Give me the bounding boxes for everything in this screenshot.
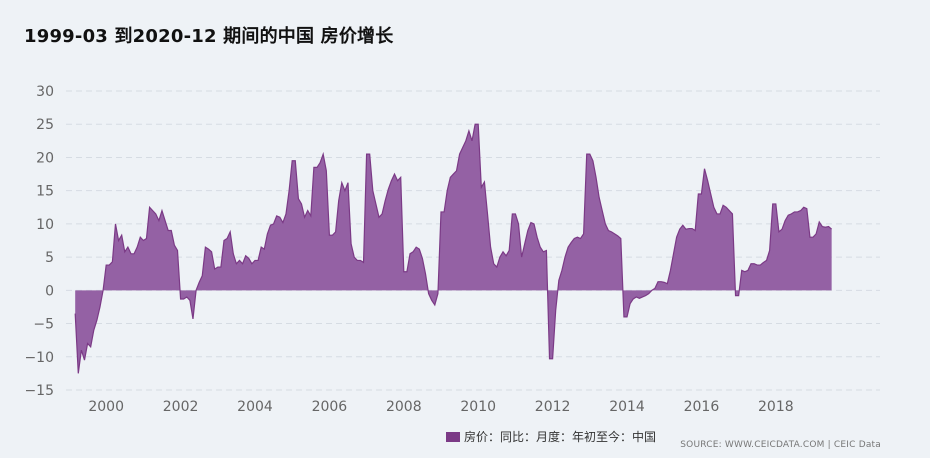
x-axis-ticks: 2000 2002 2004 2006 2008 2010 2012 2014 2016 2018 bbox=[88, 399, 793, 415]
y-tick-label: −15 bbox=[24, 383, 54, 399]
y-tick-label: 15 bbox=[36, 184, 54, 200]
chart-title: 1999-03 到2020-12 期间的中国 房价增长 bbox=[24, 26, 394, 47]
chart-legend: 房价：同比：月度：年初至今：中国 bbox=[446, 428, 656, 445]
x-tick-label: 2002 bbox=[163, 399, 199, 415]
y-axis-ticks: 30 25 20 15 10 5 0 −5 −10 −15 bbox=[24, 84, 54, 399]
y-tick-label: 0 bbox=[45, 283, 54, 299]
series-area bbox=[74, 123, 833, 374]
y-tick-label: 20 bbox=[36, 150, 54, 166]
source-note: SOURCE: WWW.CEICDATA.COM | CEIC Data bbox=[680, 440, 881, 450]
grid-lines bbox=[66, 90, 880, 391]
y-tick-label: 10 bbox=[36, 217, 54, 233]
legend-label: 房价：同比：月度：年初至今：中国 bbox=[464, 430, 657, 444]
y-tick-label: 5 bbox=[45, 250, 54, 266]
x-tick-label: 2000 bbox=[88, 399, 124, 415]
legend-swatch bbox=[446, 431, 460, 442]
x-tick-label: 2016 bbox=[684, 399, 720, 415]
series-area-fill bbox=[75, 124, 832, 374]
y-tick-label: −5 bbox=[33, 317, 54, 333]
series-line bbox=[74, 123, 833, 374]
x-tick-label: 2018 bbox=[758, 399, 794, 415]
y-tick-label: 30 bbox=[36, 84, 54, 100]
x-tick-label: 2004 bbox=[237, 399, 273, 415]
y-tick-label: −10 bbox=[24, 350, 54, 366]
x-tick-label: 2006 bbox=[312, 399, 348, 415]
x-tick-label: 2008 bbox=[386, 399, 422, 415]
y-tick-label: 25 bbox=[36, 117, 54, 133]
x-tick-label: 2014 bbox=[609, 399, 645, 415]
x-tick-label: 2010 bbox=[460, 399, 496, 415]
x-tick-label: 2012 bbox=[535, 399, 571, 415]
